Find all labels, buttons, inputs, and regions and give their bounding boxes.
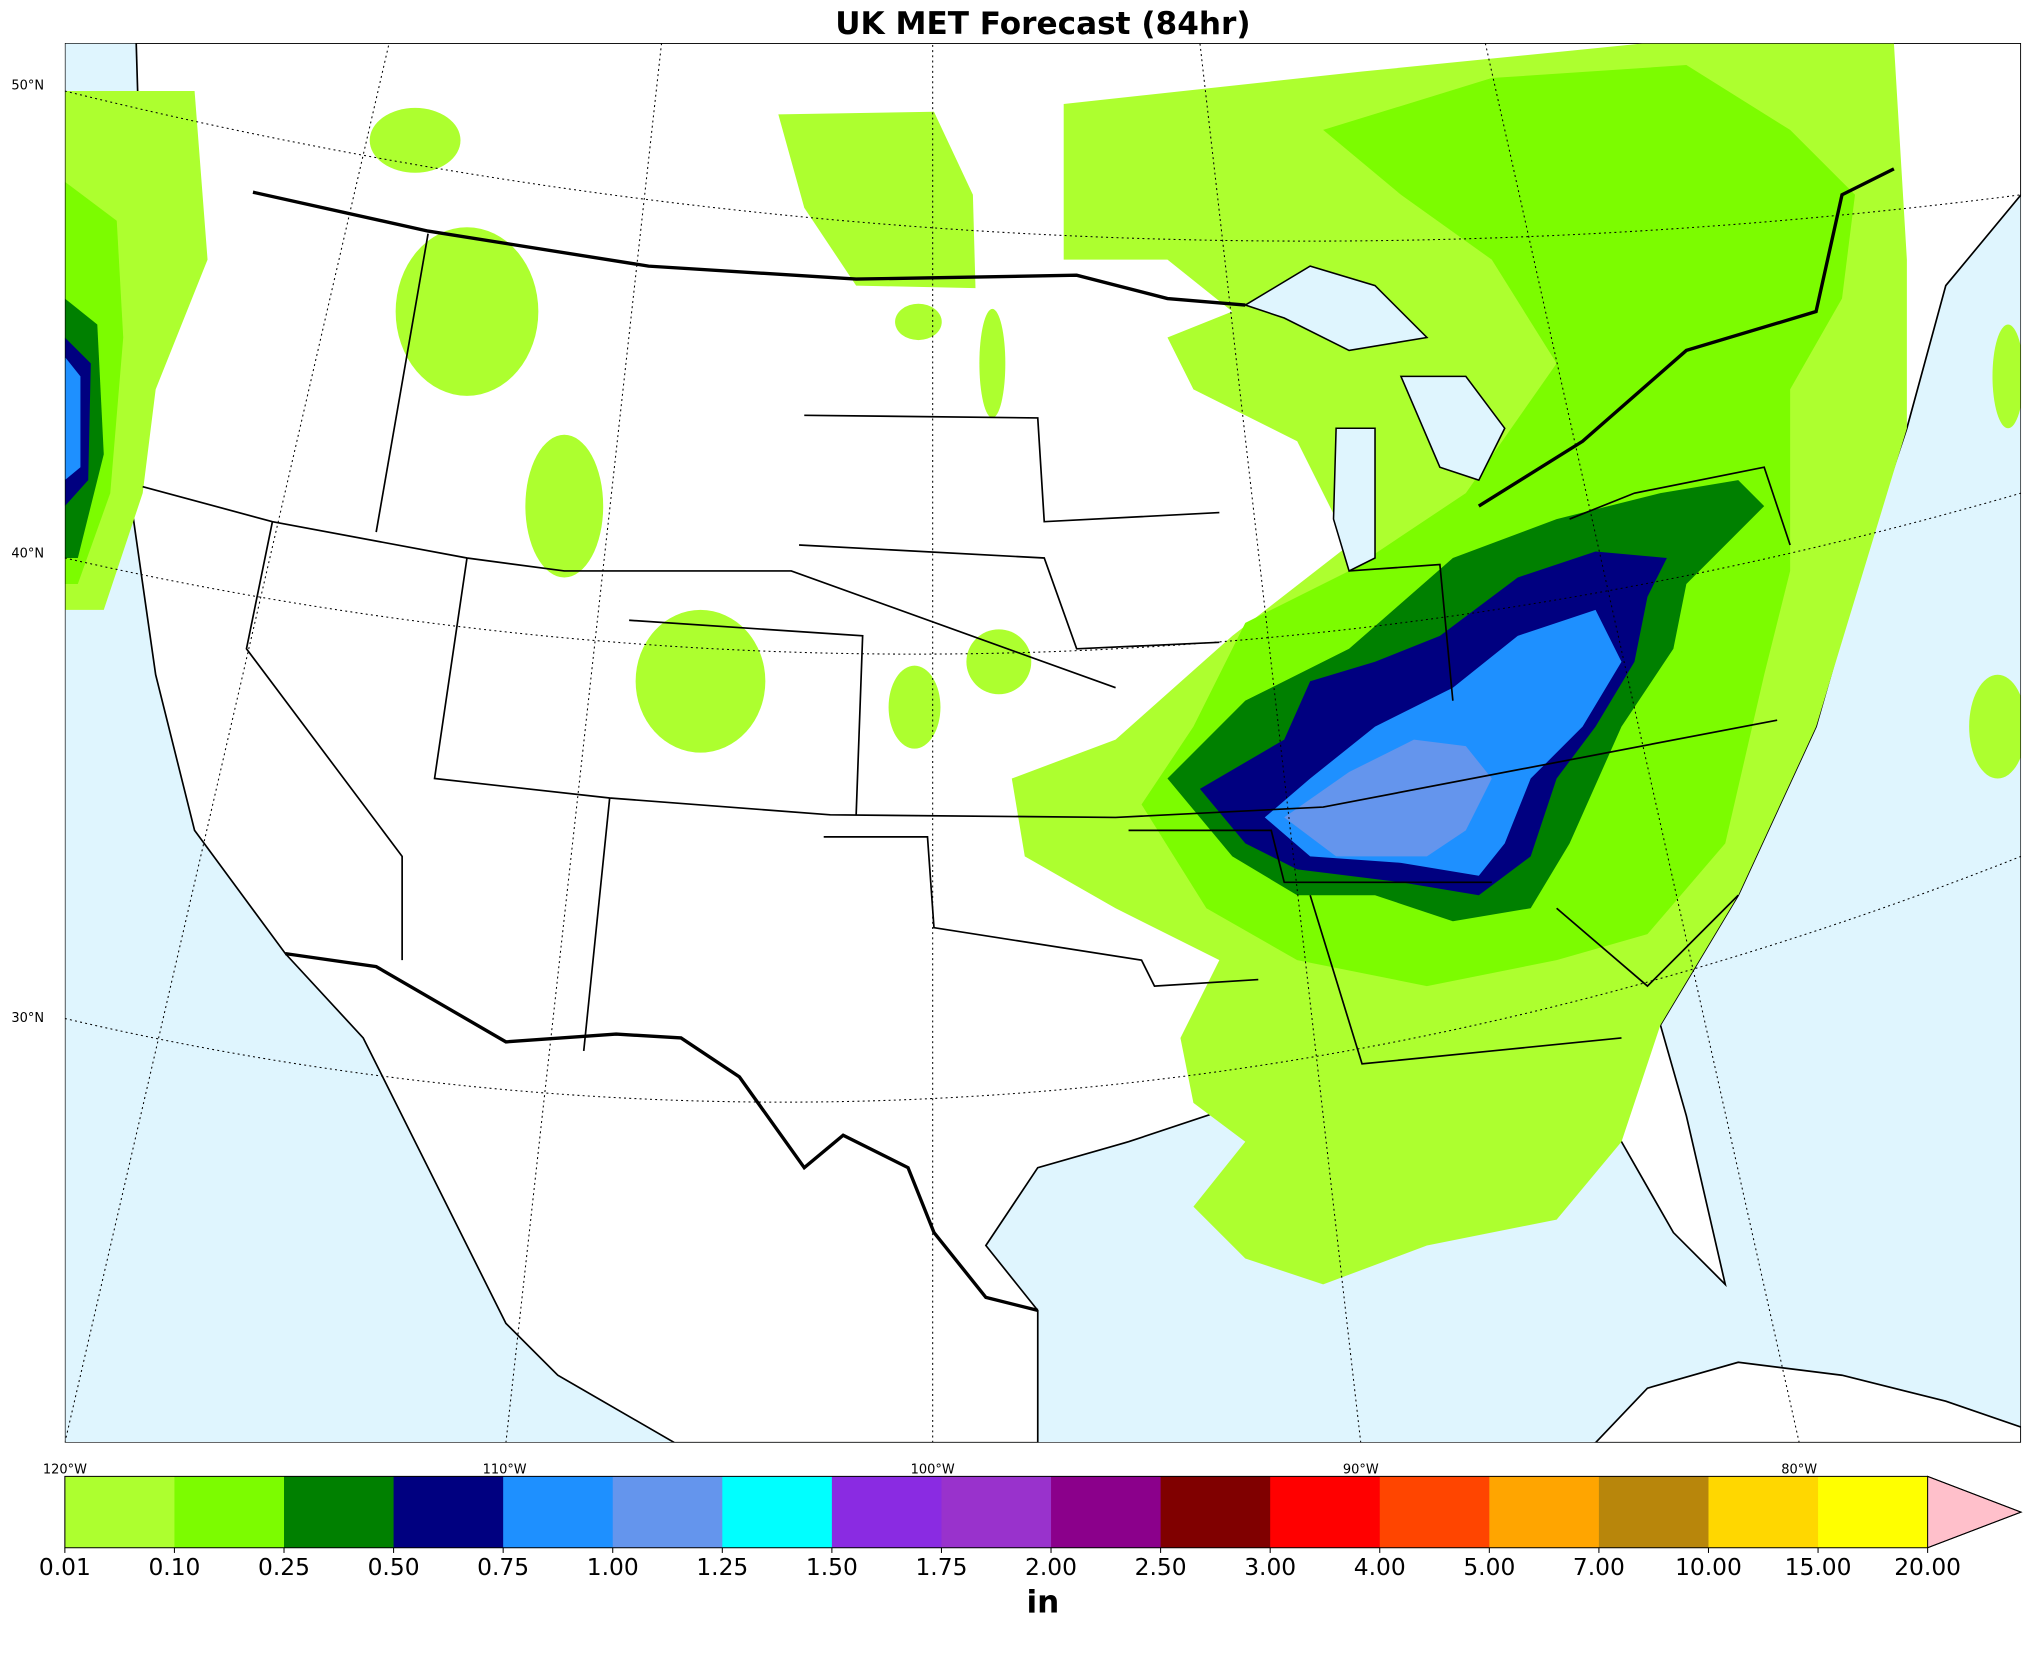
colorbar-tick-label: 1.00 [587,1553,639,1581]
colorbar-tick-label: 20.00 [1894,1553,1961,1581]
colorbar-tick-label: 1.50 [806,1553,858,1581]
lat-label: 50°N [11,78,44,93]
colorbar-extend [1927,1475,2023,1549]
colorbar-tick-label: 2.50 [1135,1553,1187,1581]
colorbar-bin [174,1476,285,1548]
lat-label: 30°N [11,1011,44,1026]
colorbar-bin [1708,1476,1819,1548]
great-lakes [1243,265,1506,573]
colorbar-bin [831,1476,943,1548]
lon-label: 120°W [43,1462,87,1477]
colorbar-bin [393,1476,504,1548]
colorbar-tick-label: 5.00 [1463,1553,1515,1581]
colorbar-bin [1160,1476,1271,1548]
colorbar-bin [284,1476,395,1548]
colorbar-tick-label: 3.00 [1244,1553,1296,1581]
colorbar-bin [64,1476,176,1548]
cuba [1594,1361,2022,1443]
borders [142,167,1895,1313]
graticule [64,43,2022,1443]
colorbar-bin [612,1476,723,1548]
lon-label: 90°W [1343,1462,1379,1477]
colorbar-bin [1379,1476,1490,1548]
colorbar-bin [1051,1476,1162,1548]
colorbar-bin [941,1476,1052,1548]
colorbar-tick-label: 7.00 [1573,1553,1625,1581]
colorbar-tick-label: 0.25 [258,1553,310,1581]
colorbar-tick-label: 1.25 [696,1553,748,1581]
colorbar-unit: in [1027,1585,1060,1621]
colorbar-tick-label: 10.00 [1675,1553,1742,1581]
lon-label: 110°W [483,1462,527,1477]
lon-label: 80°W [1781,1462,1817,1477]
lat-label: 40°N [11,547,44,562]
colorbar-bin [722,1476,833,1548]
lon-label: 100°W [911,1462,955,1477]
map: 50°N 40°N 30°N 120°W 110°W 100°W 90°W 80… [11,43,2022,1477]
title: UK MET Forecast (84hr) [835,6,1250,42]
colorbar-tick-label: 0.50 [368,1553,420,1581]
colorbar-tick-label: 0.10 [148,1553,200,1581]
colorbar-bin [503,1476,614,1548]
colorbar-bin [1270,1476,1381,1548]
colorbar-bin [1818,1476,1929,1548]
colorbar-tick-label: 4.00 [1354,1553,1406,1581]
colorbar-bin [1489,1476,1600,1548]
colorbar-outline [64,1475,2023,1549]
colorbar-tick-label: 15.00 [1785,1553,1852,1581]
colorbar-bin [1598,1476,1710,1548]
colorbar-tick-label: 0.01 [39,1553,91,1581]
colorbar-tick-label: 2.00 [1025,1553,1077,1581]
colorbar: in 0.01 0.10 0.25 0.50 0.75 1.00 1.25 1.50 1.75 2… [39,1475,2023,1621]
colorbar-tick-label: 1.75 [915,1553,967,1581]
colorbar-tick-label: 0.75 [477,1553,529,1581]
